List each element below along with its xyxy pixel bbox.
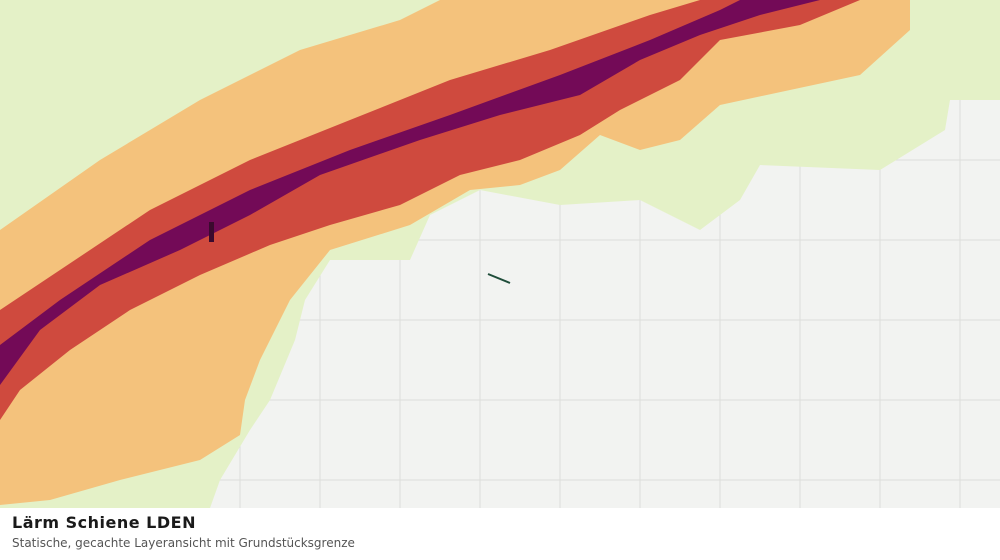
rail-segment — [209, 222, 214, 242]
map — [0, 0, 1000, 508]
map-subtitle: Statische, gecachte Layeransicht mit Gru… — [12, 536, 355, 550]
map-title: Lärm Schiene LDEN — [12, 513, 196, 532]
caption: Lärm Schiene LDEN Statische, gecachte La… — [0, 508, 1000, 560]
noise-zone-high — [0, 0, 860, 420]
noise-zone-medium — [0, 0, 910, 505]
parcel-boundary-marker — [487, 273, 511, 284]
